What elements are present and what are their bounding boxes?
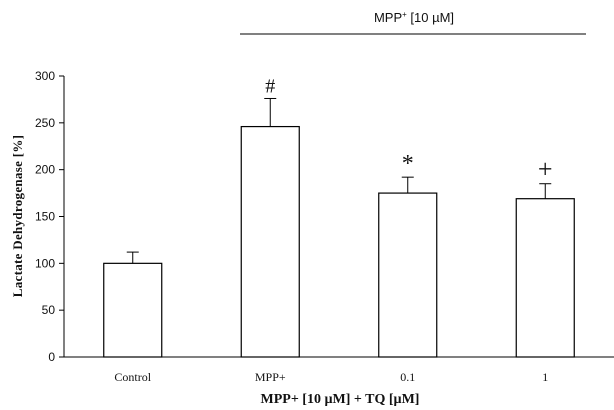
significance-marker-1: # (265, 75, 275, 97)
y-tick-label-0: 0 (48, 350, 55, 364)
significance-marker-2: * (402, 151, 414, 177)
x-axis-tick-labels: Control MPP+ 0.1 1 (114, 370, 548, 384)
bar-2 (378, 192, 438, 358)
bar-3 (515, 198, 575, 358)
significance-marker-3: + (538, 155, 553, 184)
x-tick-label-2: 0.1 (400, 370, 415, 384)
bars: # * + (103, 75, 575, 358)
y-tick-label-6: 300 (35, 69, 55, 83)
bar-1 (240, 125, 300, 358)
group-label: MPP+ [10 µM] (240, 10, 586, 35)
x-axis-label: MPP+ [10 µM] + TQ [µM] (261, 392, 420, 407)
y-axis-ticks: 0 50 100 150 200 250 300 (35, 69, 64, 364)
y-tick-label-3: 150 (35, 210, 55, 224)
bar-0 (103, 262, 163, 358)
group-label-text: MPP+ [10 µM] (374, 10, 454, 25)
x-tick-label-3: 1 (542, 370, 548, 384)
y-axis-label: Lactate Dehydrogenase [%] (10, 135, 25, 298)
y-tick-label-5: 250 (35, 116, 55, 130)
y-tick-label-4: 200 (35, 163, 55, 177)
y-tick-label-1: 50 (42, 303, 56, 317)
x-tick-label-1: MPP+ (255, 370, 286, 384)
x-tick-label-0: Control (114, 370, 151, 384)
y-tick-label-2: 100 (35, 256, 55, 270)
